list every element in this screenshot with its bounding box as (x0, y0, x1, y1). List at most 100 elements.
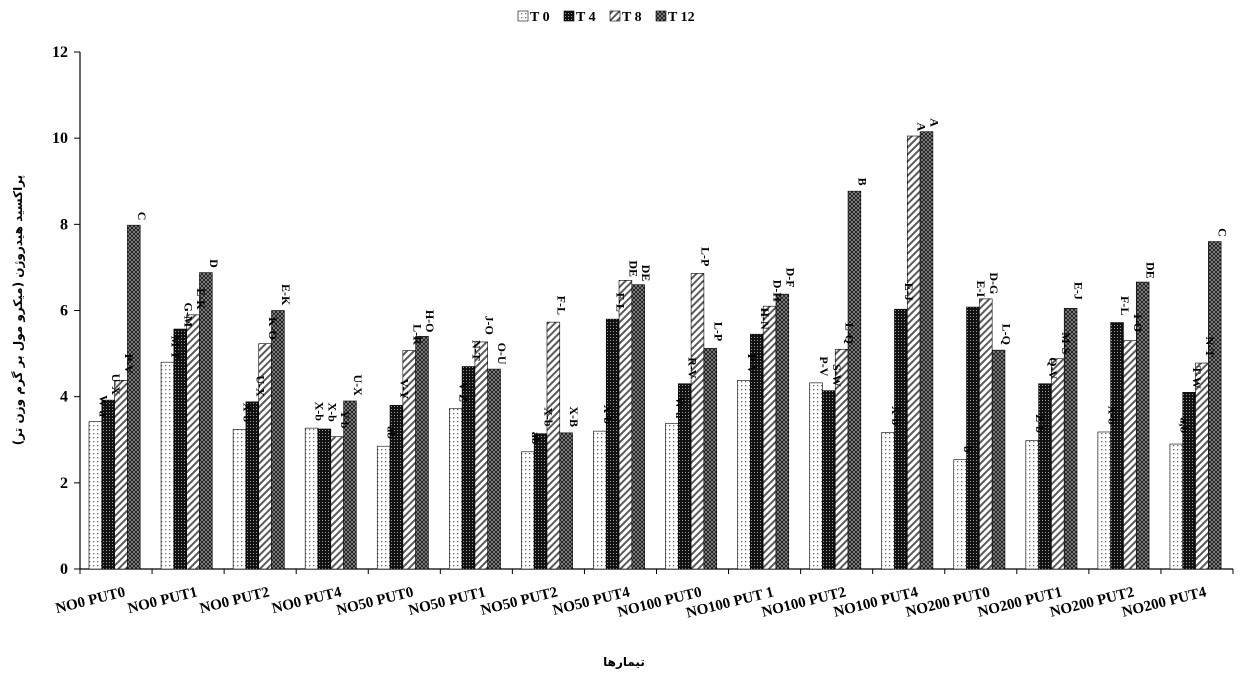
bar-series-1-10 (822, 390, 836, 570)
data-label: E-K (194, 288, 208, 310)
data-label: L-R (410, 324, 424, 345)
bar-series-3-10 (847, 190, 862, 570)
bar-series-1-13 (1038, 383, 1052, 570)
bars-layer (88, 131, 1222, 570)
data-label: ab (385, 426, 399, 439)
data-label: D-F (783, 268, 797, 288)
bar-series-0-0 (88, 421, 103, 570)
data-label: L-Q (1000, 324, 1014, 345)
bar-series-3-15 (1208, 241, 1222, 570)
bar-series-2-3 (330, 436, 344, 570)
data-label: A (927, 118, 941, 127)
data-label: M-S (1059, 332, 1073, 354)
data-label: M-T (168, 336, 182, 359)
y-tick-label: 12 (52, 44, 68, 61)
legend-label-2: T 8 (622, 10, 642, 25)
bar-series-0-8 (665, 423, 679, 570)
y-tick-label: 10 (52, 130, 68, 147)
bar-series-1-1 (173, 328, 187, 570)
data-label: X-b (313, 402, 327, 422)
data-label: E-J (1072, 282, 1086, 300)
data-label: b (961, 446, 975, 453)
bar-series-0-15 (1169, 443, 1184, 570)
data-label: Q-V (1046, 357, 1060, 379)
bar-series-0-1 (160, 361, 175, 570)
x-tick-label: NO200 PUT4 (1120, 584, 1208, 621)
x-tick-label: NO50 PUT0 (335, 584, 415, 619)
bar-series-0-3 (304, 427, 319, 570)
bar-series-2-12 (979, 298, 993, 570)
x-tick-label: NO0 PUT2 (198, 584, 271, 617)
data-label: S-W (830, 364, 844, 387)
data-label: X-b (889, 406, 903, 426)
bar-series-3-4 (415, 336, 429, 570)
bar-series-0-4 (376, 445, 391, 570)
y-tick-label: 0 (60, 561, 68, 578)
data-label: R-V (686, 357, 700, 379)
bar-series-2-15 (1195, 362, 1209, 570)
bar-series-3-8 (703, 348, 718, 570)
bar-series-1-6 (533, 433, 548, 570)
data-label: O-U (495, 343, 509, 365)
data-label: L-Q (843, 323, 857, 344)
data-label: N-T (470, 340, 484, 361)
bar-series-0-11 (881, 432, 895, 570)
bar-series-3-5 (487, 368, 501, 570)
bar-series-1-11 (894, 308, 908, 570)
data-label: X-b (1105, 405, 1119, 425)
bar-series-2-0 (114, 379, 128, 570)
bar-series-2-5 (474, 341, 489, 570)
bar-series-3-9 (775, 293, 790, 570)
data-label: E-K (279, 284, 293, 306)
data-label: C (1216, 228, 1230, 237)
data-label: P-V (122, 354, 136, 374)
bar-series-2-11 (906, 135, 921, 570)
data-label: W-a (673, 397, 687, 419)
y-tick-label: 8 (60, 216, 68, 233)
data-label: F-L (614, 293, 628, 312)
x-tick-label: NO0 PUT0 (54, 584, 127, 617)
y-axis: 0 2 4 6 8 10 12 (52, 44, 81, 578)
bar-series-3-14 (1135, 281, 1150, 570)
data-label: X-b (601, 405, 615, 425)
bar-series-3-12 (991, 349, 1006, 570)
bar-series-1-14 (1110, 322, 1124, 570)
data-label: W-a (96, 395, 110, 417)
data-label: P-V (817, 356, 831, 376)
bar-series-2-14 (1123, 340, 1137, 570)
data-label: E-J (902, 283, 916, 301)
bar-series-1-0 (101, 399, 115, 570)
bar-series-2-7 (618, 280, 633, 570)
data-label: Y-b (338, 410, 352, 429)
x-tick-label: NO0 PUT4 (270, 584, 343, 617)
bar-series-0-7 (593, 430, 607, 570)
bar-series-3-7 (631, 284, 645, 570)
bar-series-3-13 (1063, 308, 1078, 570)
y-tick-label: 4 (60, 389, 68, 406)
y-axis-title: پراکسید هیدروژن (میکرو مول بر گرم وزن تر… (11, 175, 26, 445)
data-label: I-O (1131, 314, 1145, 332)
bar-series-1-2 (245, 401, 260, 570)
data-label: V-Y (397, 379, 411, 400)
data-label: L-P (699, 247, 713, 266)
legend-swatch-1 (563, 10, 575, 22)
bar-series-0-12 (953, 459, 967, 570)
bar-series-3-6 (559, 432, 573, 570)
legend-swatch-0 (517, 10, 529, 22)
bar-series-0-6 (521, 451, 535, 570)
legend-swatch-2 (609, 10, 621, 22)
data-label: L-P (711, 322, 725, 341)
bar-series-3-0 (127, 224, 141, 570)
data-label: DE (1144, 262, 1158, 279)
bar-series-0-9 (737, 379, 751, 570)
data-label: X-B (567, 406, 581, 427)
bar-series-0-2 (232, 429, 247, 570)
bar-series-1-12 (966, 306, 980, 570)
data-label: ab (529, 432, 543, 445)
bar-series-2-6 (546, 321, 561, 570)
data-label: H-O (423, 310, 437, 333)
data-label: a,b (1177, 418, 1191, 434)
legend-label-3: T 12 (668, 10, 695, 25)
data-label: T-W (1190, 366, 1204, 389)
